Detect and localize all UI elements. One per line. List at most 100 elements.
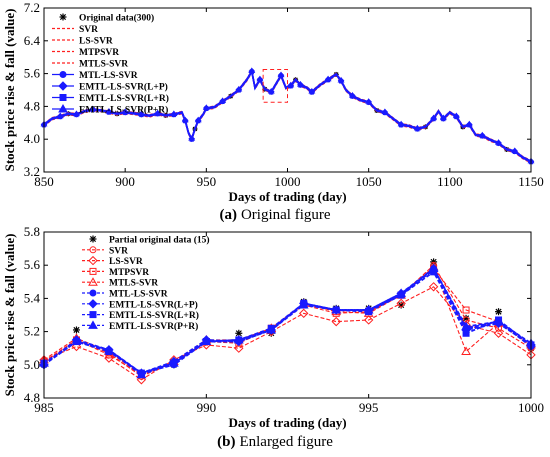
panel-a-plot-frame xyxy=(43,7,532,173)
x-tick-label: 850 xyxy=(34,174,54,189)
data-point xyxy=(428,282,439,292)
data-point xyxy=(511,147,519,153)
legend-marker xyxy=(89,289,97,297)
legend-entry-original-data-300: Original data(300) xyxy=(59,13,154,24)
data-point xyxy=(181,116,189,123)
panel-b-chart: 985 990 995 1000 4.8 5.0 5.2 5.4 5.6 5.8 Partial … xyxy=(2,224,544,450)
series-line xyxy=(43,265,532,376)
legend-entry-emtl-ls-svr-p-r: EMTL-LS-SVR(P+R) xyxy=(82,320,198,332)
panel-b-caption-label: (b) xyxy=(217,434,235,450)
data-point xyxy=(296,80,304,87)
legend-marker xyxy=(89,246,97,254)
panel-a-caption-label: (a) xyxy=(219,207,237,223)
legend-label: MTLS-SVR xyxy=(109,279,158,289)
data-point xyxy=(298,300,309,309)
data-point xyxy=(324,75,332,82)
y-tick-label: 6.4 xyxy=(24,33,41,48)
data-point xyxy=(71,341,82,352)
series-emtl-ls-svr-p-r xyxy=(40,67,535,164)
panel-b-ticks: 985 990 995 1000 4.8 5.0 5.2 5.4 5.6 5.8 xyxy=(24,224,544,415)
legend-label: EMTL-LS-SVR(P+R) xyxy=(79,105,168,116)
data-point xyxy=(465,120,473,127)
panel-a-chart: 850 900 950 1000 1050 1100 1150 3.2 4.0 4.8 5.6 6.4… xyxy=(2,0,544,223)
panel-b-caption-text: Enlarged figure xyxy=(239,434,333,450)
data-point xyxy=(194,116,202,123)
legend-entry-emtl-ls-svr-l-p: EMTL-LS-SVR(L+P) xyxy=(82,299,198,310)
legend-label: EMTL-LS-SVR(L+P) xyxy=(79,82,168,93)
legend-label: EMTL-LS-SVR(P+R) xyxy=(109,321,198,332)
panel-b-plot-frame xyxy=(43,231,532,399)
legend-label: MTLS-SVR xyxy=(79,60,128,70)
data-point xyxy=(461,321,471,331)
y-tick-label: 4.0 xyxy=(24,131,40,146)
data-point xyxy=(104,344,114,354)
data-point xyxy=(495,139,503,145)
legend-marker xyxy=(89,235,97,243)
y-tick-label: 7.2 xyxy=(24,0,40,15)
data-point xyxy=(188,135,196,141)
data-point xyxy=(363,315,374,325)
data-point xyxy=(287,81,295,88)
legend-label: Partial original data (15) xyxy=(109,235,210,246)
x-tick-label: 900 xyxy=(115,174,135,189)
data-point xyxy=(428,263,439,273)
x-tick-label: 985 xyxy=(34,400,54,415)
legend-entry-mtls-svr: MTLS-SVR xyxy=(52,60,128,70)
y-tick-label: 5.4 xyxy=(24,290,41,305)
data-point xyxy=(462,306,470,314)
y-tick-label: 5.2 xyxy=(24,324,40,339)
legend-marker xyxy=(59,71,67,78)
legend-entry-emtl-ls-svr-l-r: EMTL-LS-SVR(L+R) xyxy=(52,93,169,104)
data-point xyxy=(478,131,486,138)
panel-a-y-axis-label: Stock price rise & fall (value) xyxy=(2,9,17,172)
data-point xyxy=(348,91,356,98)
panel-a-ticks: 850 900 950 1000 1050 1100 1150 3.2 4.0 4.8 5.6 6.4… xyxy=(24,0,544,189)
data-point xyxy=(365,98,373,104)
data-point xyxy=(202,104,210,110)
panel-a-x-axis-label: Days of trading (day) xyxy=(228,189,346,204)
x-tick-label: 990 xyxy=(197,400,217,415)
data-point xyxy=(169,358,179,367)
legend-label: SVR xyxy=(109,246,128,256)
data-point xyxy=(493,328,504,338)
data-point xyxy=(201,336,212,346)
legend-entry-mtpsvr: MTPSVR xyxy=(82,267,149,278)
data-point xyxy=(72,326,80,334)
data-point xyxy=(299,308,309,319)
panel-b-legend: Partial original data (15)SVRLS-SVRMTPSV… xyxy=(82,235,210,332)
panel-a-caption-text: Original figure xyxy=(241,207,331,223)
data-point xyxy=(363,305,374,314)
x-tick-label: 1150 xyxy=(518,174,544,189)
data-point xyxy=(89,105,97,112)
data-point xyxy=(137,110,145,117)
legend-entry-ls-svr: LS-SVR xyxy=(82,255,143,267)
data-point xyxy=(396,298,406,309)
data-point xyxy=(381,108,389,115)
y-tick-label: 4.8 xyxy=(24,98,40,113)
legend-marker xyxy=(59,13,67,21)
data-point xyxy=(331,305,342,314)
data-point xyxy=(219,97,227,103)
y-tick-label: 5.6 xyxy=(24,257,41,272)
legend-label: LS-SVR xyxy=(79,37,113,47)
data-point xyxy=(121,108,129,115)
x-tick-label: 1000 xyxy=(275,174,301,189)
x-tick-label: 1100 xyxy=(437,174,463,189)
legend-marker xyxy=(88,255,98,266)
x-tick-label: 950 xyxy=(197,174,217,189)
legend-label: EMTL-LS-SVR(L+R) xyxy=(79,93,169,104)
y-tick-label: 5.0 xyxy=(24,357,40,372)
y-tick-label: 3.2 xyxy=(24,164,40,179)
series-line xyxy=(43,267,532,376)
data-point xyxy=(430,114,438,121)
data-point xyxy=(396,288,406,297)
legend-marker xyxy=(58,103,68,113)
panel-b-y-axis-label: Stock price rise & fall (value) xyxy=(2,234,17,397)
data-point xyxy=(72,110,80,117)
legend-entry-svr: SVR xyxy=(52,25,98,35)
data-point xyxy=(154,109,162,116)
data-point xyxy=(337,76,345,83)
legend-label: Original data(300) xyxy=(79,13,154,24)
data-point xyxy=(277,71,285,78)
